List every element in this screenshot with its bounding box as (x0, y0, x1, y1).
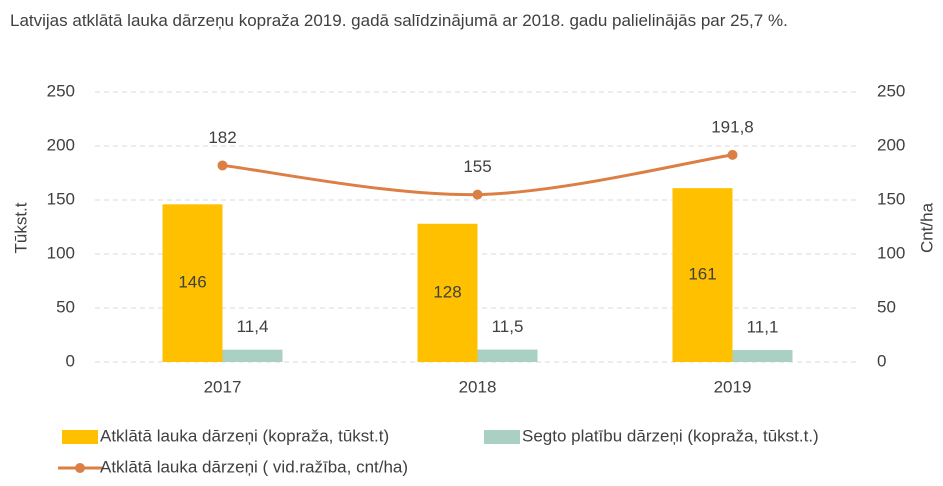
data-label: 11,1 (747, 317, 779, 336)
bar (222, 349, 283, 362)
data-label: 191,8 (711, 117, 754, 136)
line-point (727, 149, 738, 160)
bar (477, 349, 538, 362)
data-label: 128 (433, 282, 461, 301)
legend-swatch (484, 430, 520, 444)
data-label: 11,4 (237, 317, 269, 336)
y2-tick-label: 200 (877, 135, 905, 154)
y2-tick-label: 150 (877, 189, 905, 208)
legend-label: Atklātā lauka dārzeņi ( vid.ražība, cnt/… (100, 457, 408, 476)
y-tick-label: 0 (66, 351, 75, 370)
y2-tick-label: 50 (877, 297, 896, 316)
x-tick-label: 2017 (204, 377, 242, 396)
line-point (472, 189, 483, 200)
line-point (217, 160, 228, 171)
data-label: 155 (463, 157, 491, 176)
legend-swatch (75, 463, 85, 473)
data-label: 182 (208, 128, 236, 147)
y-tick-label: 50 (56, 297, 75, 316)
chart-title: Latvijas atklātā lauka dārzeņu kopraža 2… (10, 11, 788, 30)
bar (417, 223, 478, 362)
x-tick-label: 2019 (714, 377, 752, 396)
y2-tick-label: 0 (877, 351, 886, 370)
y-tick-label: 100 (47, 243, 75, 262)
legend-label: Segto platību dārzeņi (kopraža, tūkst.t.… (522, 426, 819, 445)
y2-tick-label: 100 (877, 243, 905, 262)
data-label: 11,5 (492, 317, 524, 336)
data-label: 146 (178, 273, 206, 292)
bar (162, 204, 223, 362)
y-tick-label: 150 (47, 189, 75, 208)
legend-swatch (62, 430, 98, 444)
y-tick-label: 250 (47, 81, 75, 100)
data-label: 161 (688, 265, 716, 284)
bar (672, 188, 733, 362)
x-tick-label: 2018 (459, 377, 497, 396)
legend-label: Atklātā lauka dārzeņi (kopraža, tūkst.t) (100, 426, 389, 445)
y2-tick-label: 250 (877, 81, 905, 100)
bar (732, 350, 793, 362)
y-axis-title: Tūkst.t (11, 202, 30, 253)
y2-axis-title: Cnt/ha (917, 202, 936, 253)
y-tick-label: 200 (47, 135, 75, 154)
